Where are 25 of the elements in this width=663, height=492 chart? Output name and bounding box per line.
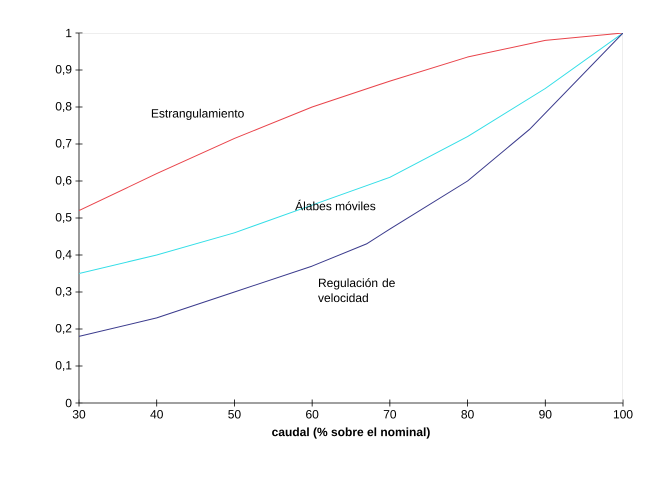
x-tick-label: 90: [539, 410, 552, 419]
x-axis-title: caudal (% sobre el nominal): [272, 427, 430, 439]
y-tick-label: 0,1: [56, 361, 72, 371]
x-tick-label: 70: [384, 410, 396, 419]
x-tick-label: 30: [72, 410, 86, 419]
y-tick-label: 0,6: [56, 176, 72, 186]
y-tick-label: 0,5: [56, 213, 72, 223]
y-tick-label: 0,2: [56, 324, 72, 334]
series-label: Regulación de velocidad: [318, 278, 395, 302]
x-tick-label: 100: [614, 410, 633, 419]
x-tick-label: 50: [228, 410, 241, 419]
y-tick-label: 0: [66, 398, 72, 408]
y-tick-label: 1: [66, 28, 72, 38]
y-tick-label: 0,4: [56, 250, 72, 260]
line-series: [79, 32, 623, 337]
series-label: Estrangulamiento: [152, 108, 244, 120]
x-tick-label: 80: [461, 410, 474, 419]
y-tick-label: 0,8: [56, 102, 72, 112]
x-tick-label: 60: [306, 410, 318, 419]
y-tick-label: 0,3: [56, 287, 72, 297]
y-tick-label: 0,9: [56, 65, 72, 75]
y-tick-label: 0,7: [56, 139, 72, 149]
line-series: [79, 32, 623, 212]
x-tick-label: 40: [150, 410, 163, 419]
line-series: [79, 32, 623, 274]
